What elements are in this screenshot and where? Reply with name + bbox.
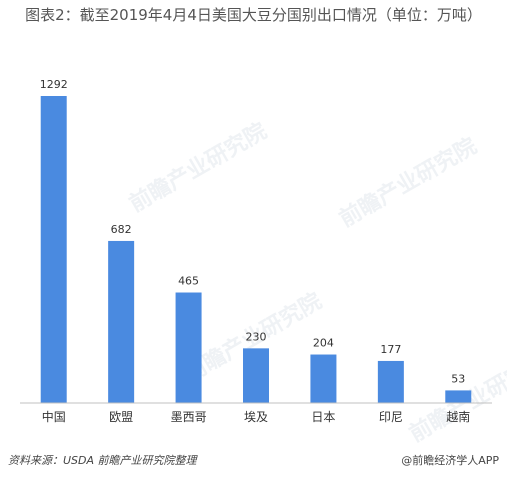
data-label: 177 xyxy=(380,343,401,356)
chart-title: 图表2：截至2019年4月4日美国大豆分国别出口情况（单位：万吨） xyxy=(25,6,482,24)
x-tick-label: 埃及 xyxy=(244,410,268,424)
x-tick-label: 越南 xyxy=(446,409,470,424)
bar xyxy=(243,348,269,403)
bar xyxy=(377,360,404,403)
x-tick-label: 墨西哥 xyxy=(171,410,207,424)
x-tick-labels-group: 中国 欧盟 墨西哥 埃及 日本 印尼 越南 xyxy=(42,409,471,424)
data-labels-group: 1292 682 465 230 204 177 53 xyxy=(40,78,466,385)
x-tick-label: 日本 xyxy=(311,410,335,424)
bar xyxy=(310,354,337,403)
data-label: 682 xyxy=(111,223,132,236)
source-note: 资料来源：USDA 前瞻产业研究院整理 xyxy=(8,454,197,467)
data-label: 465 xyxy=(178,275,199,288)
bar xyxy=(445,390,472,403)
data-label: 204 xyxy=(313,337,334,350)
data-label: 53 xyxy=(451,372,465,385)
bar xyxy=(175,292,202,403)
x-tick-label: 印尼 xyxy=(379,410,403,424)
x-tick-label: 中国 xyxy=(42,409,66,424)
data-label: 1292 xyxy=(40,78,68,91)
bar xyxy=(40,96,67,403)
bars-group xyxy=(40,96,472,403)
bar xyxy=(108,240,135,403)
brand-credit: @前瞻经济学人APP xyxy=(401,454,499,467)
data-label: 230 xyxy=(246,330,267,343)
x-tick-label: 欧盟 xyxy=(109,410,133,424)
